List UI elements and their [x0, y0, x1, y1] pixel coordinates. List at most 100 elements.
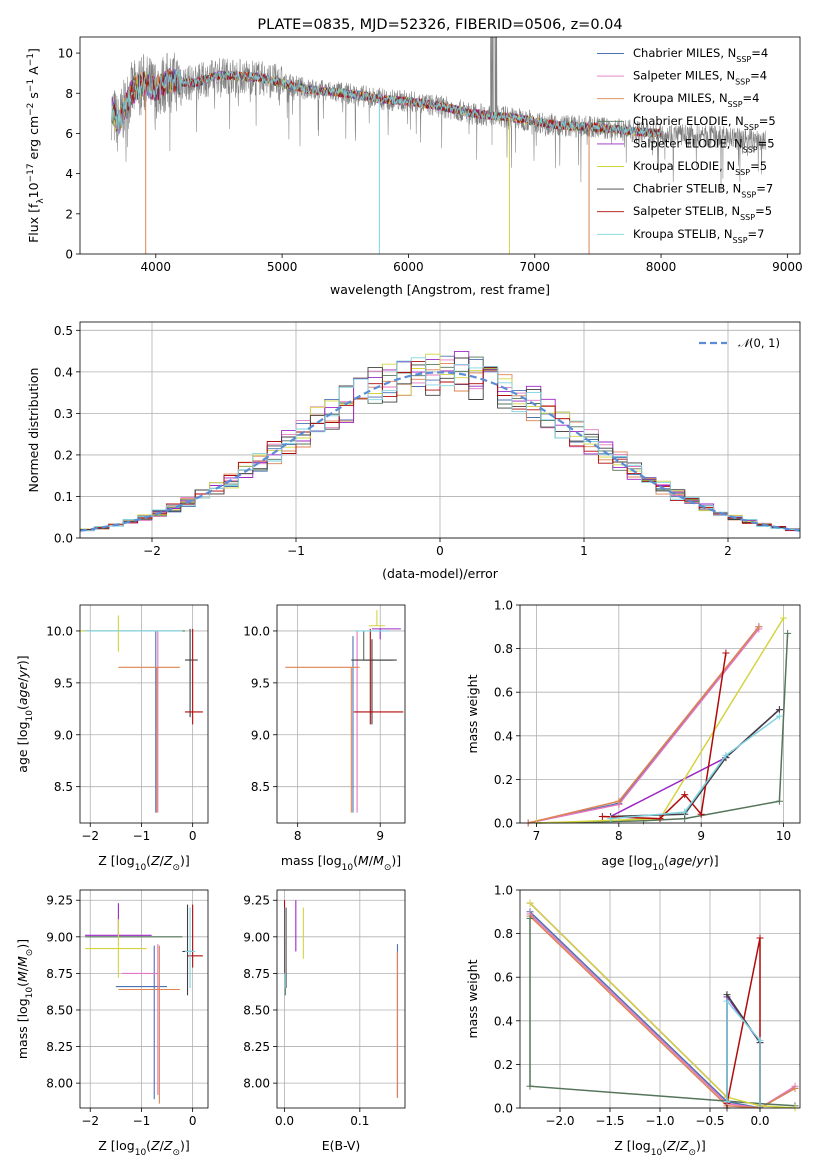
- y-tick-label: 0.3: [54, 407, 73, 421]
- weight-marker: [723, 1097, 731, 1105]
- x-tick-label: −1.5: [595, 1114, 624, 1128]
- spectrum-lines: [111, 37, 766, 254]
- x-tick-label: 7: [533, 829, 541, 843]
- y-axis-label: mass weight: [465, 959, 480, 1038]
- axes-frame: [519, 604, 801, 824]
- weight-series-line: [610, 715, 780, 820]
- legend-entry: Kroupa MILES, NSSP=4: [633, 91, 759, 109]
- y-tick-label: 0.0: [54, 532, 73, 546]
- y-tick-label: 0: [65, 248, 73, 262]
- x-axis-label: age [log10(age/yr)]: [601, 853, 718, 873]
- y-tick-label: 8.5: [54, 780, 73, 794]
- y-tick-label: 9.5: [54, 676, 73, 690]
- x-tick-label: −1: [133, 829, 151, 843]
- weight-series-line: [529, 918, 796, 1107]
- y-tick-label: 9.00: [46, 930, 73, 944]
- y-tick-label: 8.00: [46, 1077, 73, 1091]
- y-axis-label: mass [log10(M/M⊙)]: [15, 939, 35, 1059]
- weight-marker: [791, 1084, 799, 1092]
- weight-marker: [526, 899, 534, 907]
- x-tick-label: 9: [376, 829, 384, 843]
- x-tick-label: 2: [724, 544, 732, 558]
- y-axis-label: age [log10(age/yr)]: [15, 655, 35, 772]
- x-tick-label: 0.0: [750, 1114, 769, 1128]
- y-tick-label: 9.00: [243, 930, 270, 944]
- legend-entry: Chabrier STELIB, NSSP=7: [633, 182, 773, 200]
- x-tick-label: 5000: [267, 260, 298, 274]
- axes-frame: [79, 889, 209, 1109]
- y-tick-label: 0.2: [494, 1058, 513, 1072]
- x-tick-label: −0.5: [695, 1114, 724, 1128]
- legend-entry: 𝒩(0, 1): [738, 336, 780, 350]
- y-tick-label: 0.5: [54, 324, 73, 338]
- y-tick-label: 0.4: [494, 729, 513, 743]
- x-tick-label: −2.0: [545, 1114, 574, 1128]
- x-tick-label: −2: [143, 544, 161, 558]
- x-axis-label: Z [log10(Z/Z⊙)]: [98, 853, 190, 873]
- y-axis-label: Flux [fλ10−17 erg cm−2 s−1 A−1]: [26, 48, 46, 243]
- x-tick-label: 8: [615, 829, 623, 843]
- y-tick-label: 6: [65, 127, 73, 141]
- x-tick-label: −2: [81, 829, 99, 843]
- y-tick-label: 9.25: [46, 894, 73, 908]
- weight-marker: [656, 815, 664, 823]
- x-tick-label: 4000: [141, 260, 172, 274]
- y-tick-label: 9.0: [251, 728, 270, 742]
- weight-series-line: [536, 633, 789, 824]
- weight-marker: [526, 914, 534, 922]
- axes-frame: [79, 36, 801, 255]
- weight-series-line: [726, 999, 761, 1108]
- y-tick-label: 9.25: [243, 894, 270, 908]
- x-tick-label: 0: [436, 544, 444, 558]
- weight-marker: [755, 623, 763, 631]
- weight-marker: [615, 797, 623, 805]
- axes-frame: [276, 604, 406, 824]
- y-tick-label: 10.0: [46, 624, 73, 638]
- x-tick-label: −1: [133, 1114, 151, 1128]
- x-tick-label: 8: [294, 829, 302, 843]
- axes-frame: [79, 604, 209, 824]
- y-tick-label: 8.75: [243, 967, 270, 981]
- observed-spectrum: [111, 37, 766, 193]
- y-tick-label: 1.0: [494, 599, 513, 613]
- weight-marker: [723, 997, 731, 1005]
- x-tick-label: −2: [81, 1114, 99, 1128]
- y-tick-label: 4: [65, 167, 73, 181]
- histograms: [80, 351, 800, 533]
- y-tick-label: 0.2: [54, 448, 73, 462]
- weight-series-line: [528, 628, 760, 824]
- axes-frame: [276, 889, 406, 1109]
- x-tick-label: −1: [287, 544, 305, 558]
- x-tick-label: 0: [189, 1114, 197, 1128]
- legend-entry: Salpeter ELODIE, NSSP=5: [633, 136, 775, 154]
- y-tick-label: 9.5: [251, 676, 270, 690]
- y-tick-label: 8: [65, 87, 73, 101]
- weight-series-line: [528, 626, 760, 824]
- y-tick-label: 9.0: [54, 728, 73, 742]
- y-axis-label: mass weight: [465, 674, 480, 753]
- y-tick-label: 10.0: [243, 624, 270, 638]
- x-tick-label: 0.0: [275, 1114, 294, 1128]
- y-tick-label: 0.2: [494, 773, 513, 787]
- chart-title: PLATE=0835, MJD=52326, FIBERID=0506, z=0…: [257, 17, 622, 33]
- y-tick-label: 0.1: [54, 490, 73, 504]
- weight-marker: [784, 629, 792, 637]
- weight-series-line: [529, 915, 796, 1109]
- axes-frame: [79, 321, 801, 539]
- weight-marker: [607, 815, 615, 823]
- y-tick-label: 8.50: [46, 1003, 73, 1017]
- legend-entry: Kroupa STELIB, NSSP=7: [633, 227, 764, 245]
- weight-marker: [722, 751, 730, 759]
- weight-marker: [697, 810, 705, 818]
- weight-marker: [598, 812, 606, 820]
- y-tick-label: 2: [65, 207, 73, 221]
- weight-marker: [775, 706, 783, 714]
- x-axis-label: E(B-V): [322, 1138, 361, 1153]
- weight-series-line: [529, 913, 796, 1109]
- y-tick-label: 0.0: [494, 817, 513, 831]
- weight-marker: [723, 991, 731, 999]
- x-axis-label: mass [log10(M/M⊙)]: [281, 853, 401, 873]
- x-tick-label: 7000: [519, 260, 550, 274]
- y-tick-label: 1.0: [494, 884, 513, 898]
- weight-marker: [756, 1036, 764, 1044]
